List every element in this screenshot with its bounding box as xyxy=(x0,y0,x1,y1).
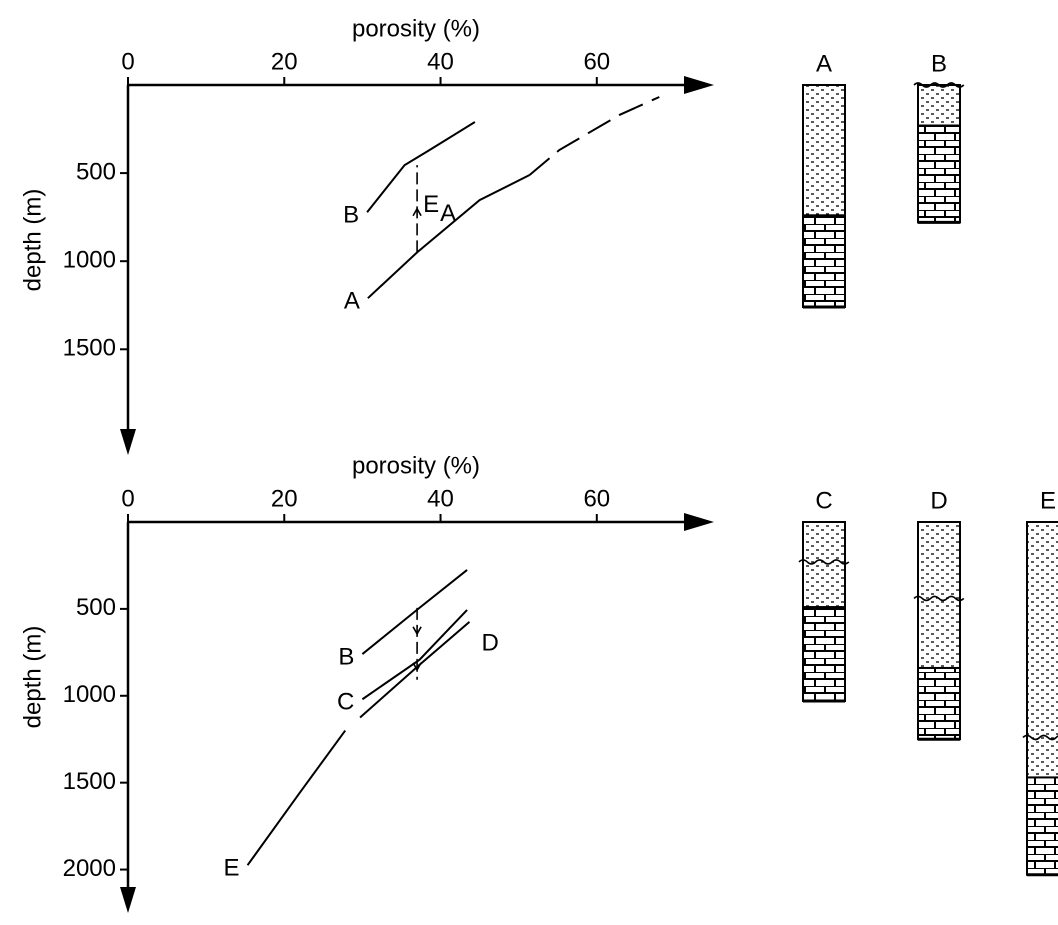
series-label: B xyxy=(343,202,359,229)
column-label: A xyxy=(816,50,832,77)
x-tick-label: 0 xyxy=(121,48,134,75)
unconformity xyxy=(913,595,965,602)
y-tick-label: 1500 xyxy=(63,768,116,795)
column-label: C xyxy=(815,487,832,514)
x-tick-label: 40 xyxy=(427,485,454,512)
x-tick-label: 0 xyxy=(121,485,134,512)
y-axis-title: depth (m) xyxy=(19,189,46,292)
series-label: A xyxy=(344,288,360,315)
limestone-layer xyxy=(1026,776,1058,876)
x-tick-label: 40 xyxy=(427,48,454,75)
series-label: E xyxy=(224,855,240,882)
arrow-head xyxy=(412,207,422,217)
y-axis-arrow xyxy=(120,429,136,455)
limestone-layer xyxy=(802,606,846,702)
sand-layer xyxy=(917,521,961,669)
arrow-head xyxy=(412,626,422,636)
y-tick-label: 500 xyxy=(76,594,116,621)
limestone-layer xyxy=(802,214,846,308)
series-line-dashed xyxy=(528,96,660,176)
x-axis-arrow xyxy=(684,513,714,531)
x-axis-arrow xyxy=(684,76,714,94)
x-tick-label: 20 xyxy=(271,48,298,75)
series-label: B xyxy=(338,643,354,670)
sand-layer xyxy=(802,521,846,609)
x-tick-label: 60 xyxy=(583,48,610,75)
y-tick-label: 2000 xyxy=(63,855,116,882)
limestone-layer xyxy=(917,124,961,224)
limestone-layer xyxy=(917,666,961,741)
series-label: D xyxy=(481,629,498,656)
series-label: C xyxy=(337,689,354,716)
x-tick-label: 60 xyxy=(583,485,610,512)
unconformity xyxy=(1022,734,1058,741)
sand-layer xyxy=(917,84,961,127)
series-line xyxy=(361,609,468,701)
x-tick-label: 20 xyxy=(271,485,298,512)
x-axis-title: porosity (%) xyxy=(352,452,480,479)
series-line xyxy=(367,174,531,299)
arrow-label-sub: A xyxy=(440,200,456,227)
y-axis-arrow xyxy=(120,887,136,913)
column-label: B xyxy=(931,50,947,77)
series-line xyxy=(366,121,476,213)
series-line xyxy=(359,621,471,719)
y-tick-label: 1000 xyxy=(63,681,116,708)
unconformity xyxy=(798,559,850,565)
x-axis-title: porosity (%) xyxy=(352,15,480,42)
unconformity xyxy=(913,82,965,88)
sand-layer xyxy=(802,84,846,217)
y-axis-title: depth (m) xyxy=(19,626,46,729)
column-label: E xyxy=(1040,487,1056,514)
series-line xyxy=(361,569,468,655)
y-tick-label: 1000 xyxy=(63,247,116,274)
column-label: D xyxy=(930,487,947,514)
y-tick-label: 500 xyxy=(76,158,116,185)
y-tick-label: 1500 xyxy=(63,335,116,362)
arrow-head xyxy=(412,662,422,672)
arrow-label: E xyxy=(423,191,439,218)
series-line xyxy=(246,729,347,866)
